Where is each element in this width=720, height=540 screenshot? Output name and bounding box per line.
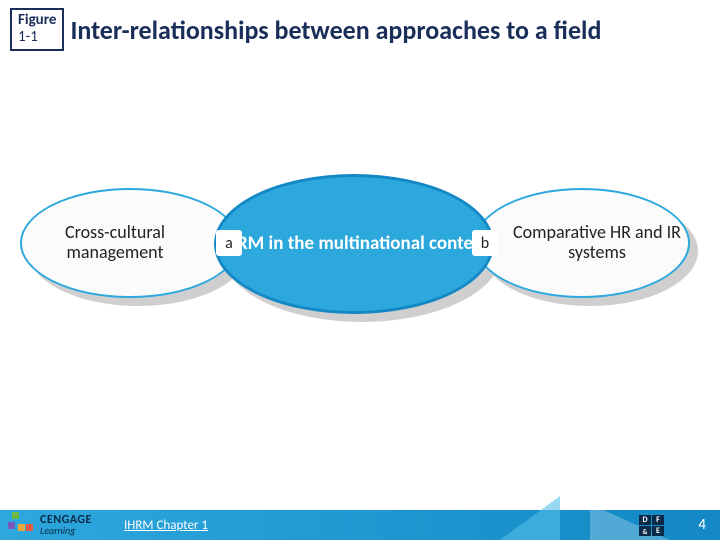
- slide-header: Figure 1-1 Inter-relationships between a…: [0, 0, 720, 51]
- cengage-logo-icon: [8, 512, 34, 538]
- right-oval-label: Comparative HR and IR systems: [476, 223, 688, 263]
- dfe-badge: D F & E: [639, 515, 664, 536]
- venn-diagram: Cross-cultural management Comparative HR…: [20, 180, 700, 360]
- dfe-e: E: [652, 526, 664, 536]
- center-oval: IHRM in the multinational context: [214, 174, 494, 314]
- figure-word: Figure: [18, 12, 56, 29]
- footer-triangle-1: [500, 496, 560, 540]
- dfe-d: D: [639, 515, 651, 525]
- slide-title: Inter-relationships between approaches t…: [70, 8, 601, 46]
- left-oval-label: Cross-cultural management: [22, 223, 238, 263]
- right-oval: Comparative HR and IR systems: [474, 188, 690, 298]
- dfe-f: F: [652, 515, 664, 525]
- figure-number-box: Figure 1-1: [10, 8, 64, 51]
- center-oval-label: IHRM in the multinational context: [220, 233, 488, 255]
- brand-line-2: Learning: [40, 526, 92, 535]
- dfe-amp: &: [639, 526, 651, 536]
- cengage-logo-text: CENGAGE Learning: [40, 515, 92, 535]
- cengage-logo: CENGAGE Learning: [8, 512, 92, 538]
- page-number: 4: [698, 516, 706, 534]
- chapter-label: IHRM Chapter 1: [124, 518, 208, 533]
- slide-footer: CENGAGE Learning IHRM Chapter 1 D F & E …: [0, 492, 720, 540]
- figure-number: 1-1: [18, 29, 56, 46]
- left-oval: Cross-cultural management: [20, 188, 240, 298]
- intersection-a-label: a: [216, 230, 242, 256]
- intersection-b-label: b: [472, 230, 498, 256]
